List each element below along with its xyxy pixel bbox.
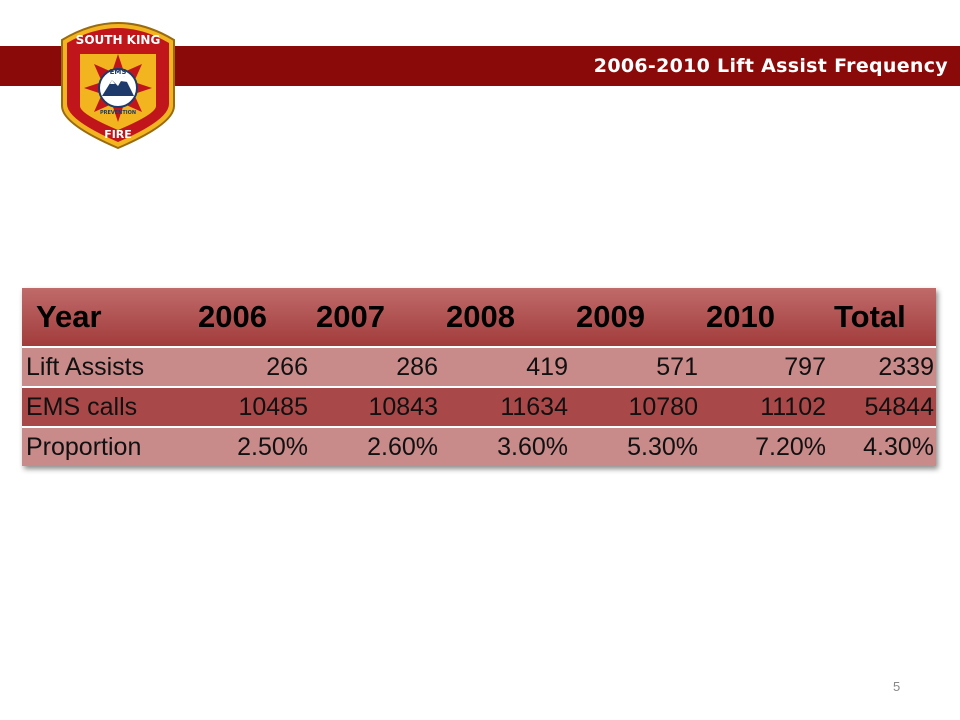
- logo-bottom-text: FIRE: [104, 128, 132, 141]
- row-label: Lift Assists: [26, 352, 145, 381]
- header-2008: 2008: [446, 299, 515, 334]
- table-cell: 286: [396, 352, 438, 381]
- table-cell: 7.20%: [755, 432, 826, 461]
- table-cell: 571: [656, 352, 698, 381]
- lift-assist-table: Year 2006 2007 2008 2009 2010 Total Lift…: [22, 288, 936, 466]
- logo-center-text: EMS: [110, 68, 127, 76]
- table-cell: 4.30%: [863, 432, 934, 461]
- header-2007: 2007: [316, 299, 385, 334]
- table-row: EMS calls 10485 10843 11634 10780 11102 …: [22, 387, 936, 427]
- row-label: Proportion: [26, 432, 142, 461]
- south-king-fire-logo: SOUTH KING EMS PREVENTION FIRE: [61, 22, 175, 150]
- table-cell: 54844: [864, 392, 934, 421]
- table-cell: 419: [526, 352, 568, 381]
- table-cell: 2.50%: [237, 432, 308, 461]
- table-cell: 3.60%: [497, 432, 568, 461]
- table-cell: 11102: [760, 392, 826, 421]
- table-cell: 10843: [368, 392, 438, 421]
- header-2010: 2010: [706, 299, 775, 334]
- table-cell: 10780: [628, 392, 698, 421]
- table-row: Lift Assists 266 286 419 571 797 2339: [22, 347, 936, 387]
- table-cell: 797: [784, 352, 826, 381]
- page-number: 5: [893, 679, 901, 694]
- table-cell: 2.60%: [367, 432, 438, 461]
- row-label: EMS calls: [26, 392, 138, 421]
- header-total: Total: [834, 299, 906, 334]
- header-2009: 2009: [576, 299, 645, 334]
- table-header-row: Year 2006 2007 2008 2009 2010 Total: [22, 288, 936, 347]
- slide-title: 2006-2010 Lift Assist Frequency: [593, 55, 948, 77]
- table-cell: 266: [266, 352, 308, 381]
- table-row: Proportion 2.50% 2.60% 3.60% 5.30% 7.20%…: [22, 427, 936, 466]
- header-2006: 2006: [198, 299, 267, 334]
- logo-top-text: SOUTH KING: [76, 33, 161, 47]
- table-cell: 10485: [238, 392, 308, 421]
- logo-ribbon-text: PREVENTION: [100, 110, 136, 116]
- table-cell: 11634: [500, 392, 568, 421]
- header-year: Year: [36, 299, 102, 334]
- table-cell: 2339: [878, 352, 934, 381]
- lift-assist-table-container: Year 2006 2007 2008 2009 2010 Total Lift…: [22, 288, 936, 466]
- table-cell: 5.30%: [627, 432, 698, 461]
